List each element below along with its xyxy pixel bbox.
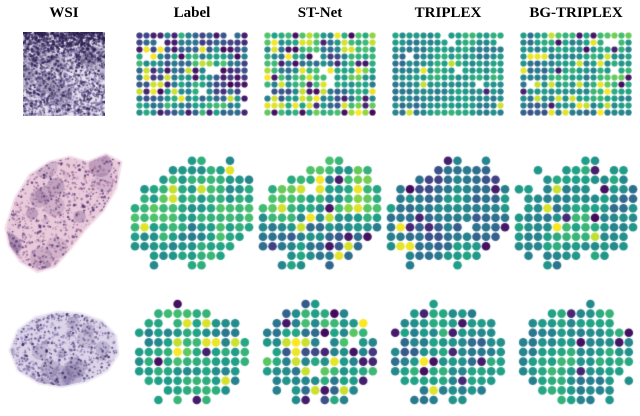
column-header-label: WSI (49, 4, 79, 21)
bg-triplex-cell-row1 (512, 26, 640, 138)
label-cell-row3 (128, 288, 256, 416)
spot-map-triplex-row1 (392, 32, 504, 116)
spot-map-triplex-row3 (389, 299, 507, 405)
spot-map-stnet-row1 (264, 32, 376, 116)
column-header-stnet: ST-Net (256, 0, 384, 26)
spot-map-bg-triplex-row2 (514, 146, 638, 280)
spot-map-bg-triplex-row1 (520, 32, 632, 116)
wsi-cell-row2 (0, 138, 128, 288)
column-header-label: BG-TRIPLEX (529, 4, 623, 21)
label-cell-row2 (128, 138, 256, 288)
stnet-cell-row2 (256, 138, 384, 288)
triplex-cell-row1 (384, 26, 512, 138)
wsi-histology-image-row3 (7, 307, 121, 397)
wsi-histology-image-row1 (23, 32, 105, 116)
spot-map-label-row2 (130, 146, 254, 280)
column-header-bg-triplex: BG-TRIPLEX (512, 0, 640, 26)
spot-map-stnet-row3 (261, 299, 379, 405)
column-header-wsi: WSI (0, 0, 128, 26)
wsi-histology-image-row2 (4, 150, 124, 276)
bg-triplex-cell-row2 (512, 138, 640, 288)
triplex-cell-row2 (384, 138, 512, 288)
column-header-label: ST-Net (297, 4, 343, 21)
column-header-triplex: TRIPLEX (384, 0, 512, 26)
bg-triplex-cell-row3 (512, 288, 640, 416)
column-header-label: Label (173, 4, 211, 21)
spot-map-label-row3 (133, 299, 251, 405)
wsi-cell-row1 (0, 26, 128, 138)
column-header-label: Label (128, 0, 256, 26)
wsi-cell-row3 (0, 288, 128, 416)
triplex-cell-row3 (384, 288, 512, 416)
spot-map-bg-triplex-row3 (517, 299, 635, 405)
spot-map-stnet-row2 (258, 146, 382, 280)
label-cell-row1 (128, 26, 256, 138)
stnet-cell-row1 (256, 26, 384, 138)
column-header-label: TRIPLEX (414, 4, 482, 21)
spot-map-label-row1 (136, 32, 248, 116)
spot-map-triplex-row2 (386, 146, 510, 280)
stnet-cell-row3 (256, 288, 384, 416)
